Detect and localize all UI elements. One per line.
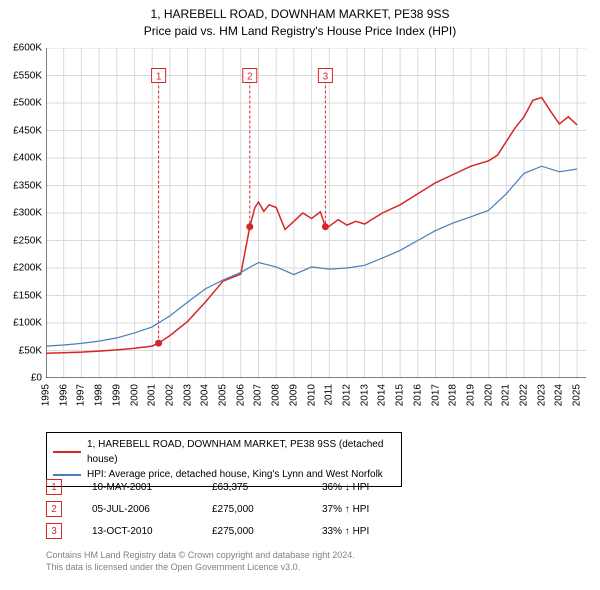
x-tick-label: 2006 bbox=[235, 384, 246, 406]
x-tick-label: 2008 bbox=[271, 384, 282, 406]
y-tick-label: £50K bbox=[19, 345, 42, 356]
x-tick-label: 1996 bbox=[58, 384, 69, 406]
x-tick-label: 2001 bbox=[147, 384, 158, 406]
x-tick-label: 2014 bbox=[377, 384, 388, 406]
attribution-footer: Contains HM Land Registry data © Crown c… bbox=[46, 550, 586, 573]
x-tick-label: 2019 bbox=[465, 384, 476, 406]
x-tick-label: 2009 bbox=[288, 384, 299, 406]
x-tick-label: 2025 bbox=[572, 384, 583, 406]
chart-title: 1, HAREBELL ROAD, DOWNHAM MARKET, PE38 9… bbox=[0, 0, 600, 40]
x-tick-label: 2020 bbox=[483, 384, 494, 406]
x-tick-label: 2022 bbox=[519, 384, 530, 406]
chart-container: 1, HAREBELL ROAD, DOWNHAM MARKET, PE38 9… bbox=[0, 0, 600, 590]
x-axis: 1995199619971998199920002001200220032004… bbox=[46, 380, 586, 430]
data-point-date: 10-MAY-2001 bbox=[92, 482, 212, 493]
x-tick-label: 2018 bbox=[448, 384, 459, 406]
data-point-delta: 36% ↓ HPI bbox=[322, 482, 369, 493]
x-tick-label: 2011 bbox=[324, 384, 335, 406]
data-point-row: 1 10-MAY-2001£63,37536% ↓ HPI bbox=[46, 476, 586, 498]
plot-area: 1 2 3 bbox=[46, 48, 586, 378]
x-tick-label: 1997 bbox=[76, 384, 87, 406]
legend-label: 1, HAREBELL ROAD, DOWNHAM MARKET, PE38 9… bbox=[87, 437, 395, 467]
data-point-delta: 37% ↑ HPI bbox=[322, 504, 369, 515]
y-tick-label: £500K bbox=[13, 98, 42, 109]
footer-line-2: This data is licensed under the Open Gov… bbox=[46, 562, 586, 574]
x-tick-label: 2003 bbox=[182, 384, 193, 406]
x-tick-label: 2005 bbox=[218, 384, 229, 406]
data-point-marker: 1 bbox=[46, 479, 62, 495]
y-tick-label: £200K bbox=[13, 263, 42, 274]
data-point-table: 1 10-MAY-2001£63,37536% ↓ HPI 2 05-JUL-2006… bbox=[46, 476, 586, 542]
x-tick-label: 2024 bbox=[554, 384, 565, 406]
y-tick-label: £250K bbox=[13, 235, 42, 246]
data-point-delta: 33% ↑ HPI bbox=[322, 526, 369, 537]
data-point-marker: 3 bbox=[46, 523, 62, 539]
data-point-price: £275,000 bbox=[212, 526, 322, 537]
y-axis: £0£50K£100K£150K£200K£250K£300K£350K£400… bbox=[0, 48, 46, 378]
y-tick-label: £350K bbox=[13, 180, 42, 191]
svg-text:3: 3 bbox=[323, 72, 329, 83]
x-tick-label: 1995 bbox=[41, 384, 52, 406]
data-point-marker: 2 bbox=[46, 501, 62, 517]
y-tick-label: £600K bbox=[13, 43, 42, 54]
y-tick-label: £150K bbox=[13, 290, 42, 301]
x-tick-label: 2002 bbox=[164, 384, 175, 406]
title-line-2: Price paid vs. HM Land Registry's House … bbox=[0, 23, 600, 40]
x-tick-label: 2016 bbox=[412, 384, 423, 406]
legend-item: 1, HAREBELL ROAD, DOWNHAM MARKET, PE38 9… bbox=[53, 437, 395, 467]
x-tick-label: 2023 bbox=[536, 384, 547, 406]
data-point-price: £63,375 bbox=[212, 482, 322, 493]
x-tick-label: 2000 bbox=[129, 384, 140, 406]
x-tick-label: 2004 bbox=[200, 384, 211, 406]
title-line-1: 1, HAREBELL ROAD, DOWNHAM MARKET, PE38 9… bbox=[0, 6, 600, 23]
legend-swatch bbox=[53, 451, 81, 453]
footer-line-1: Contains HM Land Registry data © Crown c… bbox=[46, 550, 586, 562]
data-point-date: 05-JUL-2006 bbox=[92, 504, 212, 515]
x-tick-label: 2010 bbox=[306, 384, 317, 406]
x-tick-label: 2007 bbox=[253, 384, 264, 406]
data-point-row: 2 05-JUL-2006£275,00037% ↑ HPI bbox=[46, 498, 586, 520]
data-point-row: 3 13-OCT-2010£275,00033% ↑ HPI bbox=[46, 520, 586, 542]
x-tick-label: 1998 bbox=[94, 384, 105, 406]
y-tick-label: £450K bbox=[13, 125, 42, 136]
y-tick-label: £550K bbox=[13, 70, 42, 81]
data-point-price: £275,000 bbox=[212, 504, 322, 515]
x-tick-label: 2012 bbox=[341, 384, 352, 406]
y-tick-label: £100K bbox=[13, 318, 42, 329]
x-tick-label: 2013 bbox=[359, 384, 370, 406]
y-tick-label: £0 bbox=[31, 373, 42, 384]
data-point-date: 13-OCT-2010 bbox=[92, 526, 212, 537]
y-tick-label: £400K bbox=[13, 153, 42, 164]
x-tick-label: 2021 bbox=[501, 384, 512, 406]
x-tick-label: 2017 bbox=[430, 384, 441, 406]
x-tick-label: 2015 bbox=[395, 384, 406, 406]
svg-text:2: 2 bbox=[247, 72, 253, 83]
y-tick-label: £300K bbox=[13, 208, 42, 219]
svg-text:1: 1 bbox=[156, 72, 162, 83]
x-tick-label: 1999 bbox=[111, 384, 122, 406]
